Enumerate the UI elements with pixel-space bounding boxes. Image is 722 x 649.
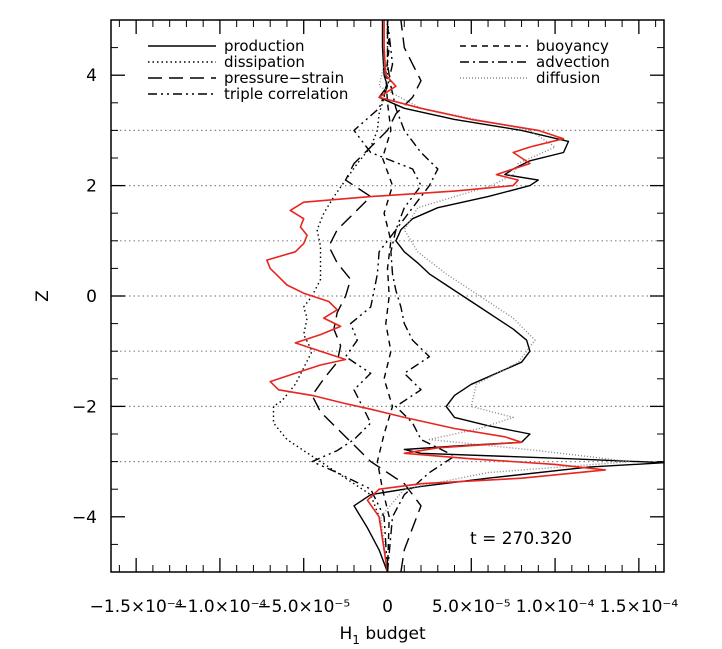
legend-label: dissipation xyxy=(224,53,305,71)
x-axis-label-main: H xyxy=(340,624,353,644)
legend-label: advection xyxy=(536,53,610,71)
x-tick-label: 1.5×10⁻⁴ xyxy=(600,597,679,617)
x-tick-label: 5.0×10⁻⁵ xyxy=(432,597,511,617)
series-layer xyxy=(265,19,665,573)
legend-label: production xyxy=(224,37,305,55)
x-tick-label: 0 xyxy=(382,597,393,617)
series-line-dissipation xyxy=(272,20,389,573)
time-annotation: t = 270.320 xyxy=(470,529,572,549)
series-line-buoyancy xyxy=(376,19,394,573)
legend-label: diffusion xyxy=(536,69,600,87)
axis-ticks xyxy=(111,20,664,572)
reference-lines xyxy=(111,129,664,463)
x-tick-label: −1.0×10⁻⁴ xyxy=(173,597,266,617)
y-tick-label: −2 xyxy=(72,397,97,417)
plot-frame xyxy=(110,19,665,573)
x-tick-label: −1.5×10⁻⁴ xyxy=(90,597,183,617)
legend: productiondissipationpressure−straintrip… xyxy=(148,37,610,103)
legend-label: pressure−strain xyxy=(224,69,344,87)
series-line-diffusion xyxy=(378,20,632,573)
y-axis-label: Z xyxy=(33,290,53,302)
y-tick-label: 0 xyxy=(86,287,97,307)
x-tick-label: −5.0×10⁻⁵ xyxy=(257,597,350,617)
x-tick-label: 1.0×10⁻⁴ xyxy=(516,597,595,617)
tick-labels: −1.5×10⁻⁴−1.0×10⁻⁴−5.0×10⁻⁵ 0 5.0×10⁻⁵ 1.0×… xyxy=(72,66,678,617)
y-tick-label: 2 xyxy=(86,177,97,197)
series-line-production xyxy=(353,20,665,573)
legend-label: buoyancy xyxy=(536,37,609,55)
x-axis-label: H1 budget xyxy=(340,624,426,647)
legend-label: triple correlation xyxy=(224,85,348,103)
x-axis-label-suffix: budget xyxy=(360,624,426,644)
series-line-triple-correlation xyxy=(311,19,422,573)
series-line-red-total xyxy=(265,20,607,573)
y-tick-label: −4 xyxy=(72,508,97,528)
series-line-advection xyxy=(386,20,456,573)
x-axis-label-subscript: 1 xyxy=(352,633,360,647)
y-tick-label: 4 xyxy=(86,66,97,86)
series-line-pressure-strain xyxy=(311,19,422,573)
